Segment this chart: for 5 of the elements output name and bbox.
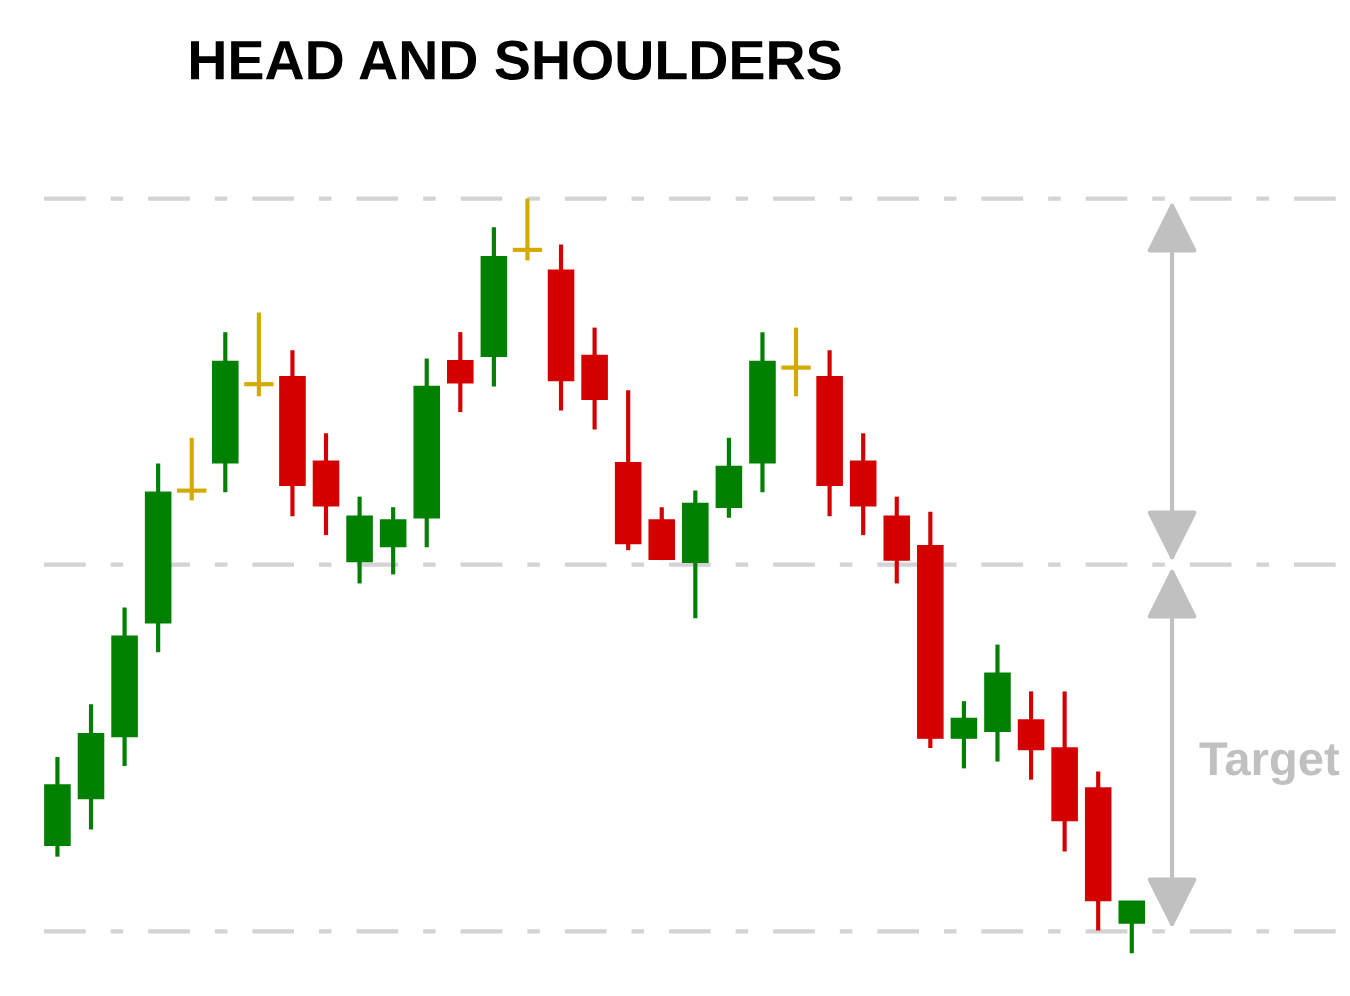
candlestick: [177, 437, 207, 501]
candlestick: [244, 312, 274, 397]
chart-title: HEAD AND SHOULDERS: [191, 40, 841, 80]
candlestick: [781, 327, 811, 397]
text: Target: [1199, 742, 1340, 786]
